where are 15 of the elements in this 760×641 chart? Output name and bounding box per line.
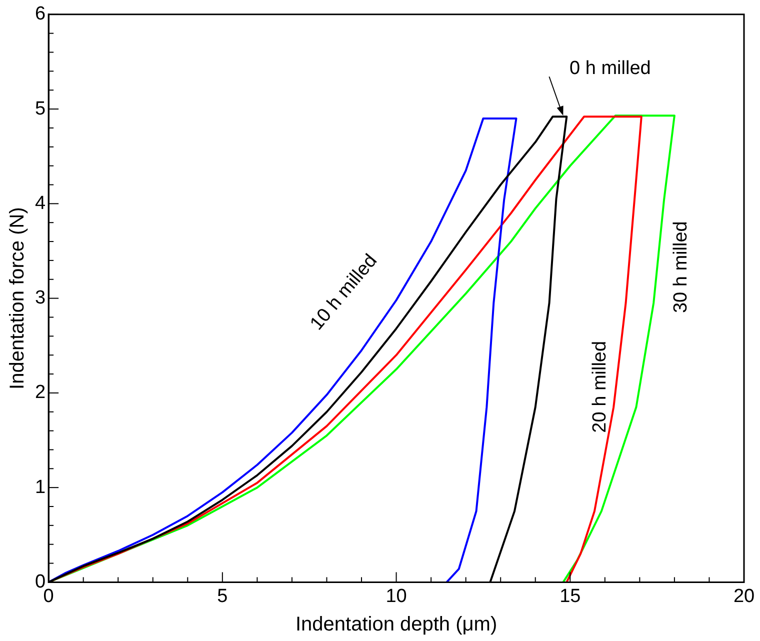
y-tick-label: 4 xyxy=(34,192,46,214)
y-tick-label: 6 xyxy=(34,4,46,25)
y-tick-label: 2 xyxy=(34,382,46,404)
y-axis-title: Indentation force (N) xyxy=(6,207,29,390)
x-axis-title: Indentation depth (μm) xyxy=(295,614,498,636)
y-tick-label: 5 xyxy=(34,98,46,120)
x-tick-label: 10 xyxy=(386,586,407,607)
annotation: 0 h milled xyxy=(570,58,651,79)
x-tick-label: 15 xyxy=(560,586,581,607)
y-tick-label: 3 xyxy=(34,288,46,309)
y-tick-label: 1 xyxy=(34,476,46,498)
x-tick-label: 20 xyxy=(733,586,755,607)
x-tick-label: 5 xyxy=(217,586,228,607)
annotation: 20 h milled xyxy=(589,340,610,433)
annotation: 30 h milled xyxy=(670,221,692,314)
